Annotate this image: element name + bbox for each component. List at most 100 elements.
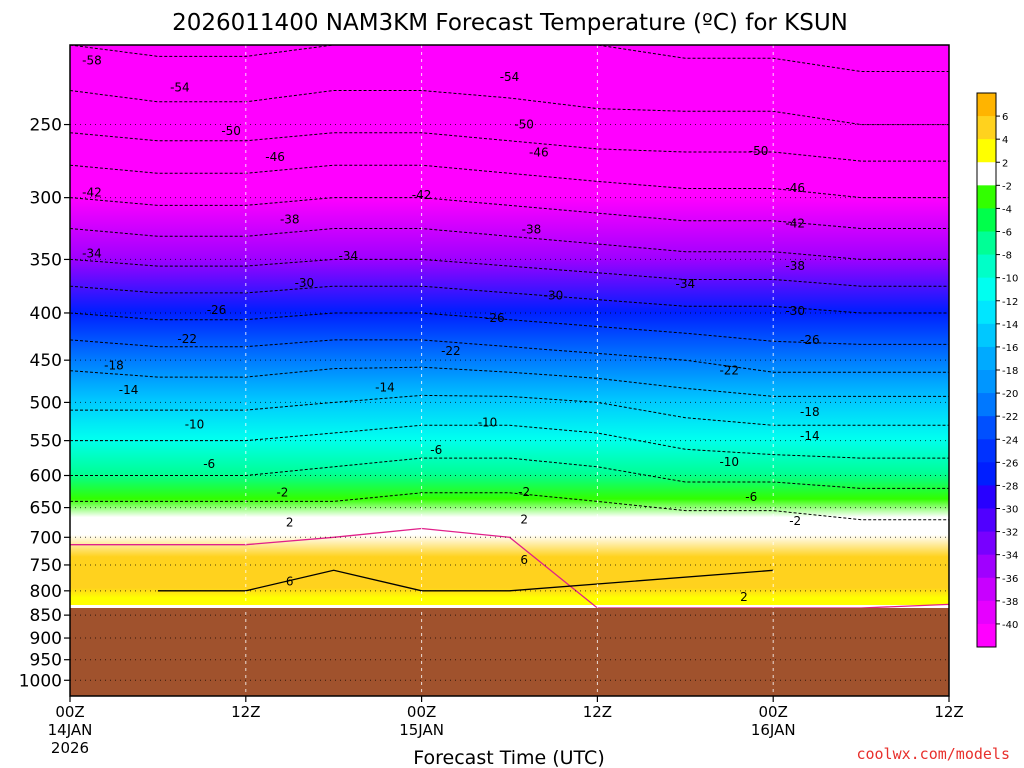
- y-tick-label: 700: [30, 528, 62, 548]
- colorbar-swatch: [977, 139, 996, 163]
- contour-line: [70, 45, 949, 72]
- terrain-mask: [70, 607, 949, 696]
- colorbar-swatch: [977, 439, 996, 463]
- contour-label: -6: [430, 443, 442, 457]
- y-tick-label: 300: [30, 189, 62, 209]
- contour-label: 2: [740, 590, 748, 604]
- x-tick-label: 00Z: [759, 703, 788, 721]
- y-tick-label: 350: [30, 250, 62, 270]
- contour-label: -22: [719, 364, 739, 378]
- colorbar-swatch: [977, 600, 996, 625]
- contour-label: -46: [265, 150, 285, 164]
- y-tick-label: 600: [30, 467, 62, 487]
- colorbar-label: -40: [1002, 620, 1018, 631]
- contour-label: -54: [500, 70, 520, 84]
- colorbar: 6 4 2 -2 -4 -6 -8 -10 -12 -14 -16 -18 -20 -22 -24 -26 -2…: [976, 92, 1018, 648]
- contour-label: -18: [104, 358, 124, 372]
- colorbar-swatch: [977, 277, 996, 302]
- contour-label: -30: [544, 289, 564, 303]
- colorbar-swatch: [977, 577, 996, 602]
- x-tick-label: 00Z: [55, 703, 84, 721]
- colorbar-label: -14: [1002, 320, 1018, 331]
- contour-line: [70, 197, 949, 229]
- y-tick-label: 950: [30, 651, 62, 671]
- x-tick-label: 12Z: [934, 703, 963, 721]
- contour-label: -54: [170, 81, 190, 95]
- contour-label: -6: [745, 490, 757, 504]
- colorbar-label: -12: [1002, 297, 1018, 308]
- contour-label: -30: [785, 304, 805, 318]
- contour-label: -2: [276, 486, 288, 500]
- contour-label: -26: [800, 333, 820, 347]
- colorbar-label: -22: [1002, 412, 1018, 423]
- contour-label: -22: [177, 332, 197, 346]
- colorbar-label: -34: [1002, 551, 1018, 562]
- contour-label: -2: [518, 485, 530, 499]
- colorbar-swatch: [977, 623, 996, 648]
- colorbar-swatch: [977, 554, 996, 579]
- contour-label: -42: [82, 185, 102, 199]
- contour-label: -10: [478, 416, 498, 430]
- colorbar-label: -20: [1002, 389, 1018, 400]
- contour-lines: [70, 45, 949, 609]
- x-tick-date: 15JAN: [399, 721, 444, 739]
- contour-label: -38: [785, 259, 805, 273]
- colorbar-swatch: [977, 346, 996, 371]
- contour-label: -10: [185, 417, 205, 431]
- colorbar-label: -2: [1002, 181, 1012, 192]
- x-tick-label: 00Z: [407, 703, 436, 721]
- contour-label: -34: [675, 277, 695, 291]
- contour-label: -34: [82, 247, 102, 261]
- contour-label: 6: [286, 575, 294, 589]
- contour-label: -50: [514, 118, 534, 132]
- colorbar-swatch: [977, 116, 996, 140]
- x-tick-year: 2026: [51, 739, 89, 757]
- contour-label: -46: [785, 181, 805, 195]
- contour-label: -18: [800, 405, 820, 419]
- colorbar-swatch: [977, 300, 996, 325]
- y-tick-label: 500: [30, 393, 62, 413]
- colorbar-label: 4: [1002, 135, 1008, 146]
- contour-label: 2: [286, 516, 294, 530]
- colorbar-swatch: [977, 485, 996, 509]
- x-tick-date: 14JAN: [48, 721, 93, 739]
- contour-line: [70, 339, 949, 373]
- colorbar-swatch: [977, 370, 996, 394]
- colorbar-label: -32: [1002, 528, 1018, 539]
- y-tick-label: 1000: [19, 671, 62, 691]
- contour-line: [70, 285, 949, 314]
- contour-label: -38: [522, 223, 542, 237]
- contour-labels: -58 -54 -54 -50 -50 -50 -46 -46 -46 -42 -42 -42 -38 -…: [82, 53, 819, 603]
- y-tick-label: 800: [30, 582, 62, 602]
- contour-line: [70, 492, 949, 521]
- contour-label: -38: [280, 213, 300, 227]
- contour-label: -6: [203, 457, 215, 471]
- y-axis: 250 300 350 400 450 500 550 600 650 700 750 800 850 9…: [19, 116, 70, 691]
- contour-label: -22: [441, 344, 461, 358]
- contour-label: -10: [719, 455, 739, 469]
- contour-line: [70, 228, 949, 260]
- colorbar-swatch: [977, 508, 996, 533]
- y-tick-label: 650: [30, 499, 62, 519]
- contour-line: [70, 394, 949, 426]
- credit-text: coolwx.com/models: [856, 745, 1010, 763]
- y-tick-label: 750: [30, 556, 62, 576]
- colorbar-label: -38: [1002, 597, 1018, 608]
- contour-label: -42: [785, 217, 805, 231]
- colorbar-label: -8: [1002, 251, 1012, 262]
- colorbar-swatch: [977, 162, 996, 186]
- contour-label: -26: [207, 303, 227, 317]
- contour-line: [70, 424, 949, 459]
- contour-label: -46: [529, 145, 549, 159]
- contour-label: -26: [485, 311, 505, 325]
- contour-line: [70, 312, 949, 345]
- colorbar-label: -24: [1002, 435, 1018, 446]
- colorbar-swatch: [977, 531, 996, 556]
- contour-line: [157, 569, 774, 592]
- y-tick-label: 900: [30, 629, 62, 649]
- y-tick-label: 250: [30, 116, 62, 136]
- contour-label: -14: [375, 381, 395, 395]
- x-tick-date: 16JAN: [751, 721, 796, 739]
- plot-frame: [69, 44, 950, 697]
